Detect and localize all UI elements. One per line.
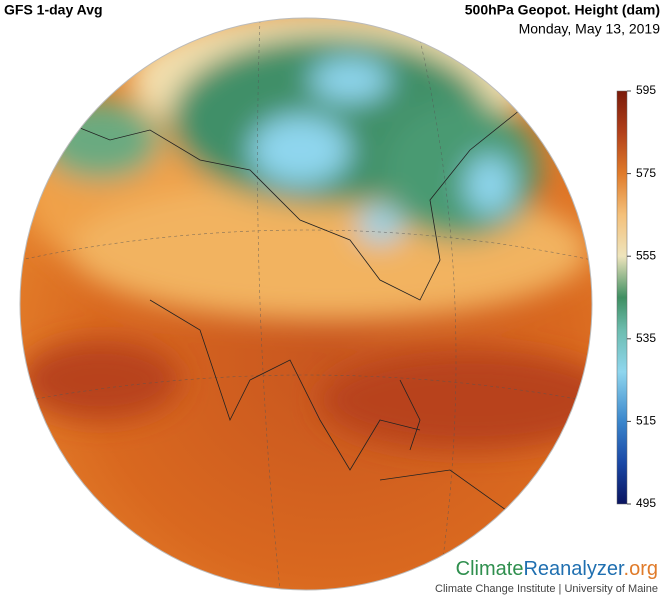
colorbar-tick-label: 595 (636, 83, 656, 97)
colorbar (616, 90, 628, 505)
date: Monday, May 13, 2019 (519, 21, 661, 37)
variable: 500hPa Geopot. Height (dam) (465, 2, 660, 18)
colorbar-tick-label: 515 (636, 414, 656, 428)
brand: ClimateReanalyzer.org (456, 558, 658, 580)
brand-reanalyzer: Reanalyzer (523, 558, 625, 580)
credit: Climate Change Institute | University of… (435, 583, 658, 595)
brand-org: .org (624, 558, 658, 580)
globe-outline (19, 17, 593, 591)
colorbar-tick-label: 555 (636, 248, 656, 262)
colorbar-tick-label: 535 (636, 331, 656, 345)
colorbar-tick-label: 575 (636, 166, 656, 180)
brand-climate: Climate (456, 558, 524, 580)
title: GFS 1-day Avg (4, 2, 103, 18)
colorbar-tick-label: 495 (636, 496, 656, 510)
